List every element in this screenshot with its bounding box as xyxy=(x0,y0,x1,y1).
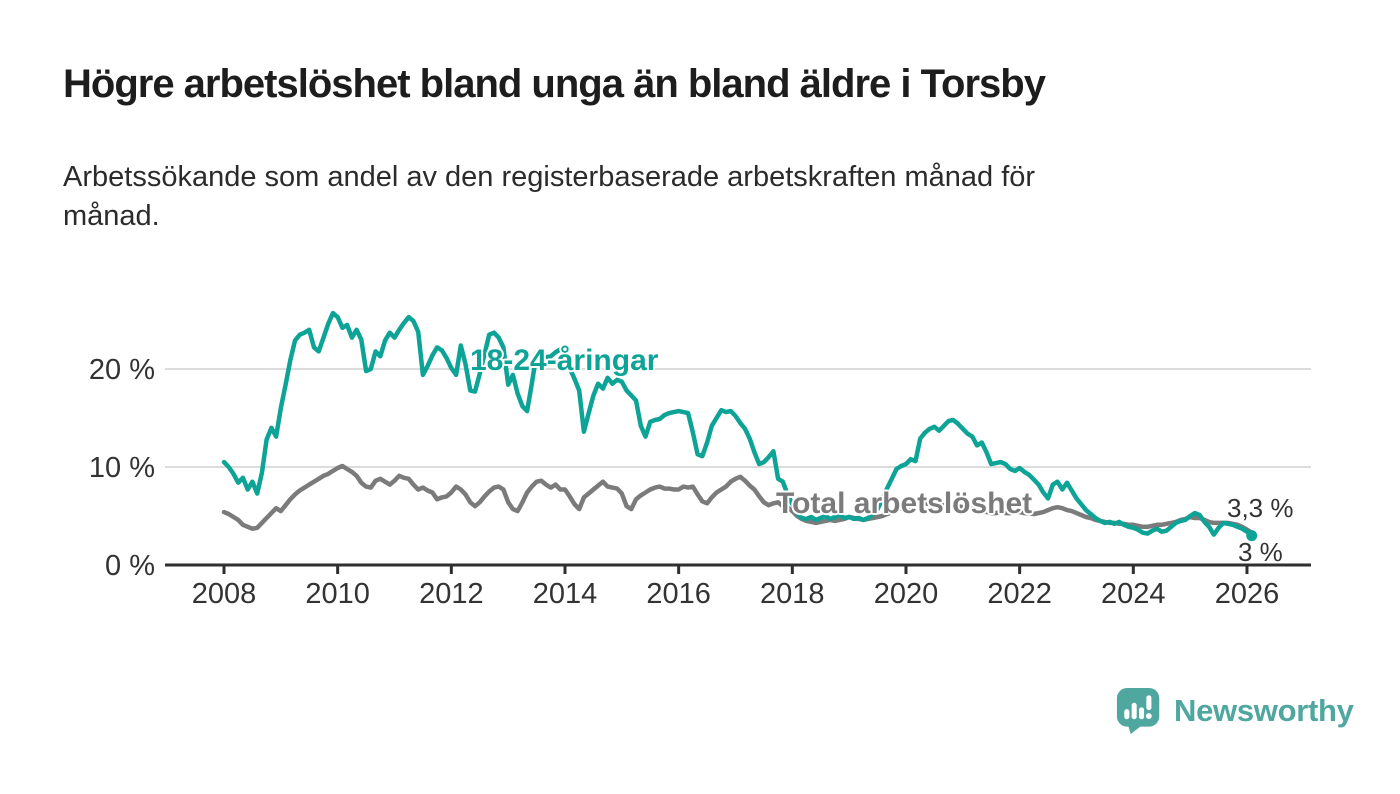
x-axis-label: 2022 xyxy=(987,578,1052,610)
x-axis-label: 2016 xyxy=(646,578,711,610)
series-line-total xyxy=(221,463,1254,535)
chart-subtitle-line1: Arbetssökande som andel av den registerb… xyxy=(63,161,1036,193)
series-end-dot-youth xyxy=(1246,530,1258,542)
y-axis-label: 10 % xyxy=(89,452,155,484)
x-axis-label: 2012 xyxy=(419,578,484,610)
newsworthy-logo-text: Newsworthy xyxy=(1174,693,1354,728)
x-axis-label: 2026 xyxy=(1215,578,1280,610)
page-title: Högre arbetslöshet bland unga än bland ä… xyxy=(63,62,1046,106)
chart-subtitle: Arbetssökande som andel av den registerb… xyxy=(63,158,1333,236)
newsworthy-logo-icon xyxy=(1116,688,1160,734)
x-axis-label: 2010 xyxy=(305,578,370,610)
series-line-youth xyxy=(221,310,1254,538)
x-axis-label: 2024 xyxy=(1101,578,1166,610)
chart-subtitle-line2: månad. xyxy=(63,200,160,232)
x-axis-label: 2014 xyxy=(533,578,598,610)
series-label-youth: 18-24-åringar xyxy=(470,344,659,377)
end-value-label-youth: 3 % xyxy=(1238,537,1283,567)
x-axis-label: 2018 xyxy=(760,578,825,610)
series-label-total: Total arbetslöshet xyxy=(776,487,1033,520)
y-axis-label: 20 % xyxy=(89,354,155,386)
x-axis-label: 2008 xyxy=(192,578,257,610)
newsworthy-logo: Newsworthy xyxy=(1116,686,1354,736)
speech-bubble-shape xyxy=(1116,688,1160,734)
y-axis-label: 0 % xyxy=(105,550,155,582)
end-value-label-total: 3,3 % xyxy=(1227,493,1294,523)
bar-chart-glyph xyxy=(1124,695,1152,720)
x-axis-label: 2020 xyxy=(874,578,939,610)
